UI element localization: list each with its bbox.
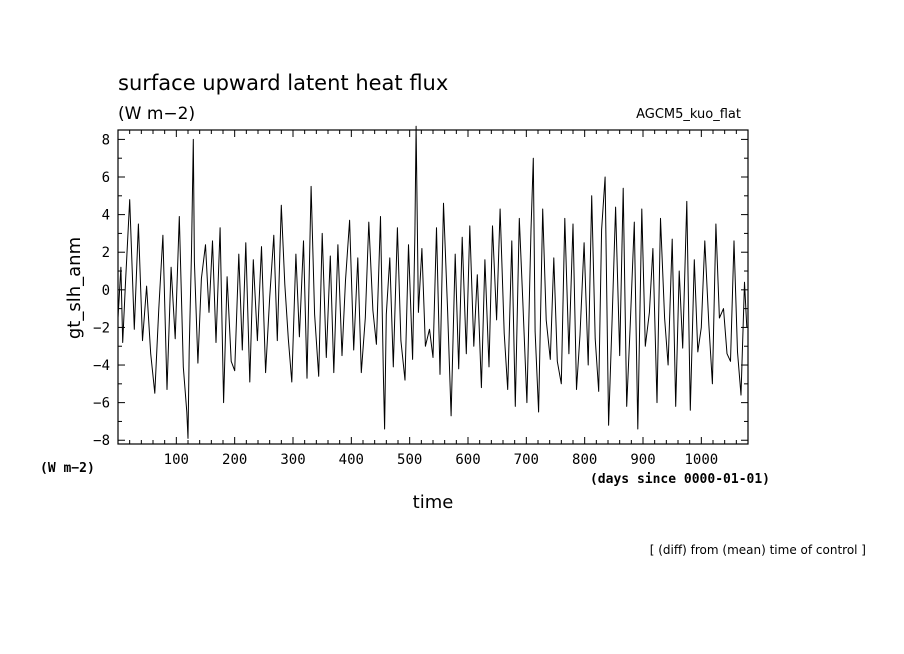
x-tick-label: 800	[572, 452, 597, 468]
x-axis: 100 200 300 400 500 600 700 800 900 1000	[129, 130, 737, 468]
y-tick-label: 4	[102, 208, 110, 224]
x-tick-label: 100	[164, 452, 189, 468]
series-layer	[117, 125, 748, 439]
y-tick-label: 0	[102, 283, 110, 299]
x-tick-label: 300	[280, 452, 305, 468]
footnote: [ (diff) from (mean) time of control ]	[650, 543, 866, 557]
y-tick-label: 8	[102, 132, 110, 148]
y-tick-label: −4	[93, 358, 110, 374]
left-units-label: (W m−2)	[40, 461, 95, 476]
y-axis-title: gt_slh_anm	[64, 237, 85, 339]
x-tick-label: 200	[222, 452, 247, 468]
experiment-label: AGCM5_kuo_flat	[636, 107, 741, 122]
chart-title: surface upward latent heat flux	[118, 71, 448, 95]
x-axis-title: time	[413, 492, 454, 513]
x-tick-label: 700	[514, 452, 539, 468]
y-tick-label: −6	[93, 396, 110, 412]
y-tick-label: −8	[93, 433, 110, 449]
title-units: (W m−2)	[118, 104, 195, 124]
x-tick-label: 600	[455, 452, 480, 468]
x-unit-label: (days since 0000-01-01)	[590, 472, 770, 487]
y-axis: −8 −6 −4 −2 0 2 4 6 8	[93, 132, 748, 449]
x-tick-label: 400	[339, 452, 364, 468]
y-tick-label: −2	[93, 320, 110, 336]
y-tick-label: 2	[102, 245, 110, 261]
series-line	[117, 125, 748, 439]
y-axis-title-group: gt_slh_anm	[64, 237, 85, 339]
x-tick-label: 900	[630, 452, 655, 468]
y-tick-label: 6	[102, 170, 110, 186]
x-tick-label: 500	[397, 452, 422, 468]
x-tick-label: 1000	[684, 452, 718, 468]
